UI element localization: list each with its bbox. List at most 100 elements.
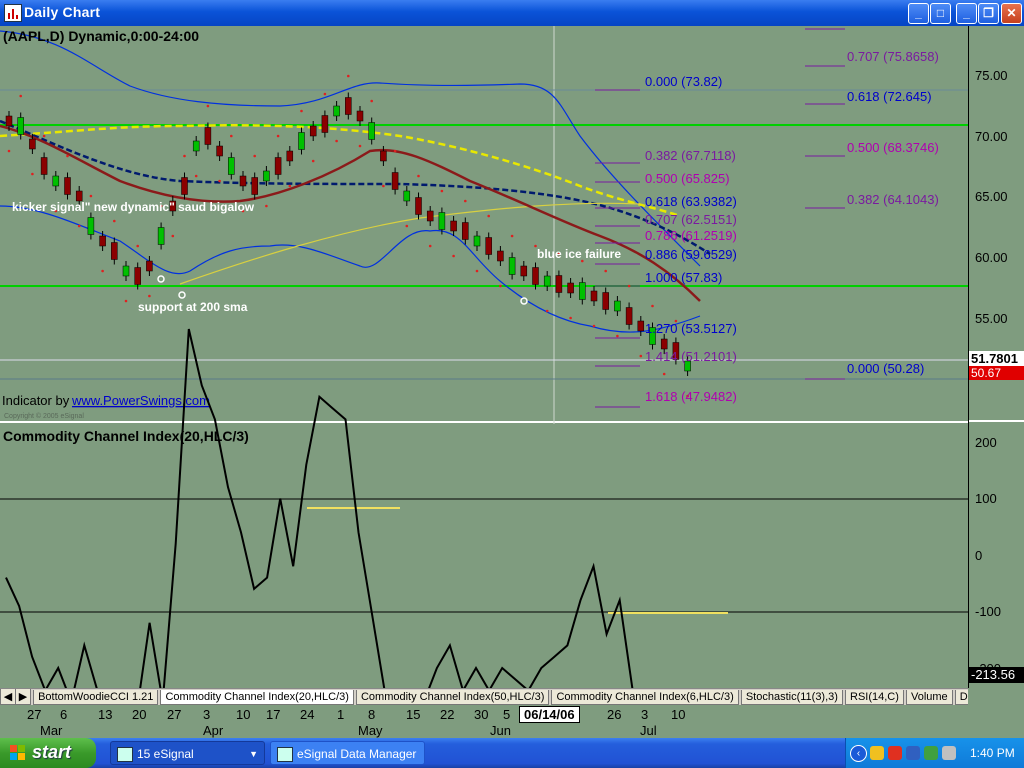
taskbar-item-label: 15 eSignal — [137, 747, 194, 761]
price-tick: 55.00 — [975, 311, 1008, 326]
day-tick: 26 — [607, 707, 622, 722]
powerswings-link[interactable]: www.PowerSwings.com — [71, 393, 210, 408]
candle-body — [29, 138, 36, 150]
tab-bottomwoodiecci[interactable]: BottomWoodieCCI 1.21 — [33, 690, 159, 705]
study-tabs[interactable]: ◀ ▶ BottomWoodieCCI 1.21 Commodity Channe… — [0, 688, 968, 706]
psar-dot — [440, 189, 444, 193]
clock[interactable]: 1:40 PM — [970, 746, 1015, 760]
candle-body — [146, 260, 153, 272]
tab-rsi[interactable]: RSI(14,C) — [845, 690, 904, 705]
maximize-button[interactable]: □ — [930, 3, 951, 24]
psar-dot — [230, 134, 233, 138]
minimize-button[interactable]: _ — [908, 3, 929, 24]
psar-dot — [393, 149, 397, 153]
chart-svg[interactable]: (AAPL,D) Dynamic,0:00-24:00 kicker signa… — [0, 26, 968, 768]
symbol-header: (AAPL,D) Dynamic,0:00-24:00 — [3, 28, 199, 44]
last-close-tag: 50.67 — [969, 366, 1024, 380]
candle-body — [286, 150, 294, 162]
tab-scroll-right[interactable]: ▶ — [15, 689, 31, 705]
month-tick: May — [358, 723, 383, 738]
cursor-date-flag: 06/14/06 — [519, 706, 580, 723]
y-axis[interactable]: 75.00 70.00 65.00 60.00 55.00 51.7801 50… — [968, 26, 1024, 688]
fib-label: 0.500 (65.825) — [645, 171, 730, 186]
fib-label: 0.000 (73.82) — [645, 74, 722, 89]
psar-dot — [569, 316, 572, 320]
day-tick: 3 — [203, 707, 211, 722]
sma-200 — [179, 202, 641, 285]
cci-tick: -100 — [975, 604, 1002, 619]
psar-dot — [499, 284, 502, 288]
cci-pane[interactable] — [0, 424, 968, 688]
candle-body — [438, 212, 446, 230]
candle-body — [380, 150, 387, 162]
candlestick-series — [5, 92, 691, 376]
network-icon[interactable] — [906, 746, 920, 760]
support-marker-2 — [178, 291, 186, 299]
volume-icon[interactable] — [942, 746, 956, 760]
candle-body — [40, 157, 48, 175]
fib-label-right: 0.618 (72.645) — [847, 89, 932, 104]
candle-body — [333, 105, 340, 117]
psar-dot — [639, 354, 643, 358]
psar-dot — [382, 184, 385, 188]
candle-body — [637, 320, 645, 332]
psar-dot — [124, 299, 128, 303]
psar-dot — [89, 194, 93, 198]
tray-app-icon[interactable] — [924, 746, 938, 760]
inner-minimize-button[interactable]: _ — [956, 3, 977, 24]
tray-app-icon[interactable] — [888, 746, 902, 760]
fib-lines-right — [805, 28, 845, 380]
fib-label: 1.414 (51.2101) — [645, 349, 737, 364]
candle-body — [508, 257, 516, 275]
tab-directional[interactable]: Directiona — [954, 690, 968, 705]
tab-cci-20[interactable]: Commodity Channel Index(20,HLC/3) — [160, 690, 354, 705]
tab-cci-50[interactable]: Commodity Channel Index(50,HLC/3) — [355, 690, 550, 705]
candle-body — [181, 177, 188, 195]
taskbar-item-esignal[interactable]: 15 eSignal ▼ — [110, 741, 265, 765]
tab-cci-6[interactable]: Commodity Channel Index(6,HLC/3) — [551, 690, 739, 705]
candle-body — [52, 175, 60, 187]
psar-dot — [54, 209, 58, 213]
support-marker-1 — [157, 275, 165, 283]
candle-body — [649, 327, 656, 345]
close-button[interactable]: ✕ — [1001, 3, 1022, 24]
psar-dot — [604, 269, 607, 273]
psar-dot — [358, 144, 362, 148]
psar-dot — [7, 149, 11, 153]
psar-dot — [452, 254, 455, 258]
windows-flag-icon — [10, 745, 26, 761]
candle-body — [87, 217, 95, 235]
candle-body — [5, 115, 13, 127]
window-title: Daily Chart — [24, 4, 101, 20]
price-tick: 70.00 — [975, 129, 1008, 144]
psar-dot — [171, 234, 175, 238]
tab-scroll-left[interactable]: ◀ — [0, 689, 16, 705]
taskbar-item-data-manager[interactable]: eSignal Data Manager — [270, 741, 425, 765]
chart-area[interactable]: (AAPL,D) Dynamic,0:00-24:00 kicker signa… — [0, 26, 968, 768]
tab-volume[interactable]: Volume — [905, 690, 953, 705]
candle-body — [122, 265, 130, 277]
day-tick: 10 — [671, 707, 686, 722]
psar-dot — [464, 199, 467, 203]
psar-dot — [300, 109, 303, 113]
tray-expand-icon[interactable]: ‹ — [850, 745, 867, 762]
psar-dot — [686, 394, 689, 398]
psar-dot — [674, 319, 678, 323]
kicker-annotation: kicker signal" new dynamic" saud bigalow — [12, 200, 255, 214]
restore-button[interactable]: ❐ — [978, 3, 999, 24]
window-titlebar[interactable]: Daily Chart _ □ _ ❐ ✕ — [0, 0, 1024, 26]
day-tick: 22 — [440, 707, 455, 722]
tab-stochastic[interactable]: Stochastic(11(3),3) — [740, 690, 843, 705]
month-tick: Mar — [40, 723, 63, 738]
psar-dot — [475, 269, 479, 273]
candle-body — [169, 200, 177, 212]
psar-dot — [545, 309, 549, 313]
fib-label: 0.618 (63.9382) — [645, 194, 737, 209]
candle-body — [134, 267, 141, 285]
security-shield-icon[interactable] — [870, 746, 884, 760]
psar-dot — [77, 224, 81, 228]
candle-body — [192, 140, 200, 152]
start-button[interactable]: start — [0, 738, 96, 768]
psar-dot — [592, 324, 596, 328]
day-tick: 6 — [60, 707, 68, 722]
